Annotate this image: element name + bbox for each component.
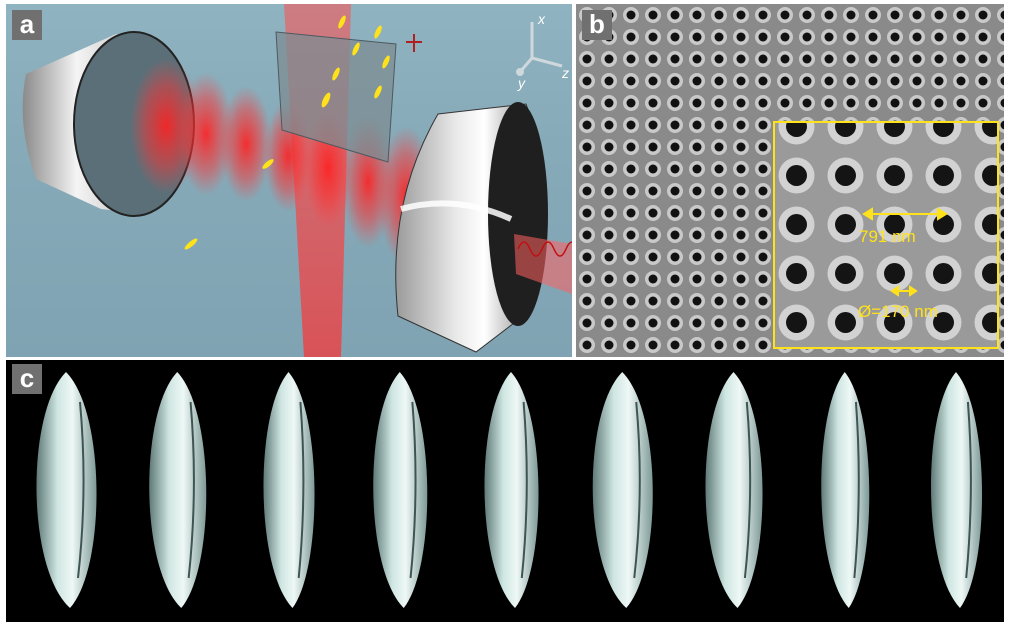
panel-a-label: a bbox=[12, 10, 42, 40]
period-arrow bbox=[862, 207, 948, 221]
mode-shapes bbox=[36, 372, 983, 608]
panel-a-cavity-illustration: x z y a bbox=[6, 4, 572, 357]
axis-x-label: x bbox=[537, 11, 546, 27]
photonic-crystal-sem: 791 nm Ø=170 nm bbox=[576, 4, 1004, 357]
mode-shape bbox=[149, 372, 207, 608]
panel-b-label: b bbox=[582, 10, 612, 40]
mode-shape bbox=[705, 372, 763, 608]
mode-shape bbox=[263, 372, 315, 608]
period-label: 791 nm bbox=[859, 227, 916, 246]
diameter-label: Ø=170 nm bbox=[858, 302, 938, 321]
panel-b-sem-image: 791 nm Ø=170 nm b bbox=[576, 4, 1004, 357]
diameter-arrow bbox=[890, 285, 918, 297]
polarization-cross-icon bbox=[406, 34, 422, 52]
axes-icon: x z y bbox=[516, 11, 569, 91]
panel-c-label: c bbox=[12, 364, 42, 394]
cavity-illustration: x z y bbox=[22, 4, 572, 357]
particles bbox=[184, 15, 390, 250]
mode-shape bbox=[373, 372, 428, 608]
output-wave bbox=[517, 241, 572, 257]
mode-shape bbox=[930, 372, 983, 608]
panel-c-mode-shapes: c bbox=[6, 360, 1004, 622]
axis-y-label: y bbox=[517, 75, 526, 91]
mode-shape bbox=[821, 372, 870, 608]
output-beam bbox=[514, 234, 572, 294]
mode-shape bbox=[36, 372, 97, 608]
membrane-plane bbox=[275, 31, 397, 163]
axis-z-label: z bbox=[561, 65, 569, 81]
mode-shape bbox=[592, 372, 653, 608]
sem-inset: 791 nm Ø=170 nm bbox=[773, 121, 999, 349]
mode-shape bbox=[484, 372, 539, 608]
